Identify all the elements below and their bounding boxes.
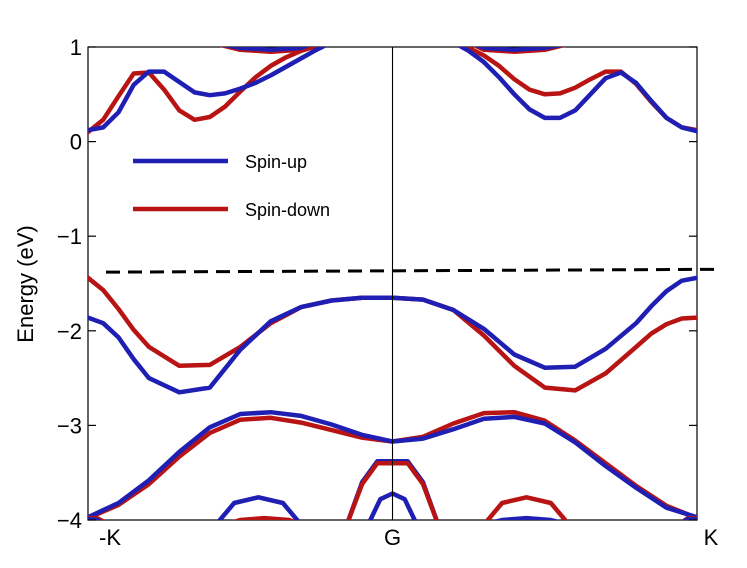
y-tick-label: −4: [57, 508, 82, 533]
x-tick-label: -K: [99, 525, 121, 550]
y-tick-label: −2: [57, 319, 82, 344]
y-tick-label: 0: [70, 130, 82, 155]
y-axis-label: Energy (eV): [13, 225, 38, 342]
x-tick-label: G: [384, 525, 401, 550]
y-axis-ticks: 1 0 −1 −2 −3 −4: [57, 35, 697, 533]
y-tick-label: −3: [57, 413, 82, 438]
y-tick-label: −1: [57, 224, 82, 249]
band-line-8: [222, 47, 311, 53]
band-line-23: [682, 516, 697, 520]
band-line-18: [216, 495, 301, 520]
band-line-4: [88, 47, 328, 133]
band-line-20: [484, 495, 569, 520]
legend: Spin-up Spin-down: [133, 152, 330, 220]
band-line-3: [88, 47, 323, 135]
x-tick-label: K: [704, 525, 719, 550]
fermi-dashed-line: [105, 267, 719, 274]
band-line-5: [459, 47, 697, 133]
band-line-19: [232, 515, 296, 520]
legend-label: Spin-up: [245, 152, 307, 172]
band-line-10: [474, 47, 563, 53]
legend-label: Spin-down: [245, 200, 330, 220]
x-axis-ticks: -K G K: [99, 525, 719, 550]
band-line-21: [493, 515, 560, 520]
band-line-6: [457, 47, 697, 134]
y-tick-label: 1: [70, 35, 82, 60]
